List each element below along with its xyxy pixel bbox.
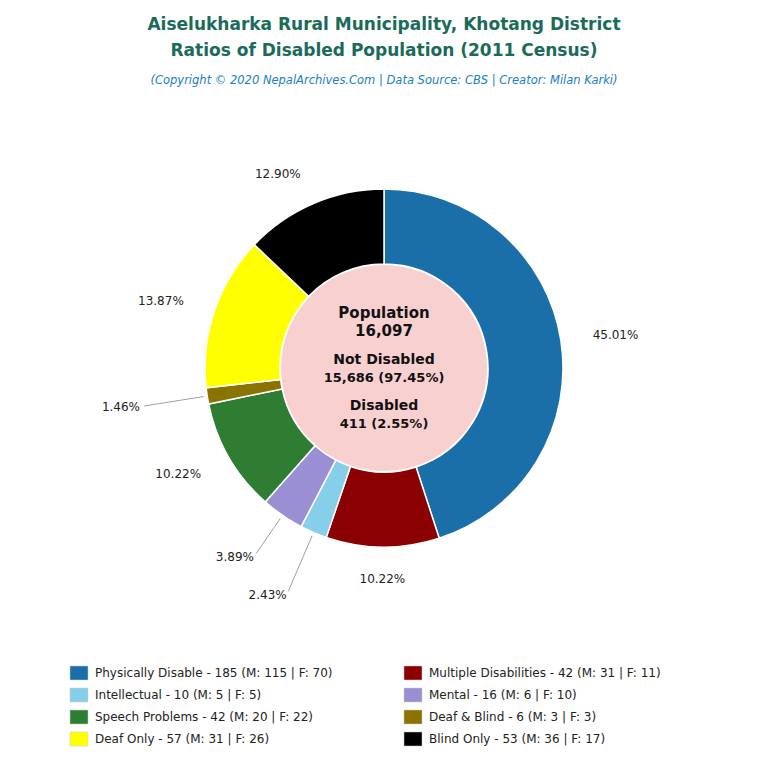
legend-swatch [404,688,422,702]
data-label: 10.22% [360,572,406,586]
data-label: 2.43% [249,588,287,602]
leader-line [144,397,204,406]
legend-swatch [70,666,88,680]
legend-entry: Intellectual - 10 (M: 5 | F: 5) [95,688,261,702]
leader-line [288,536,312,592]
legend-entry: Deaf & Blind - 6 (M: 3 | F: 3) [429,710,596,724]
legend-entry: Mental - 16 (M: 6 | F: 10) [429,688,577,702]
chart-root: Aiselukharka Rural Municipality, Khotang… [0,0,768,768]
data-label: 45.01% [593,328,639,342]
donut [205,189,563,547]
legend-swatch [404,666,422,680]
subtitle: (Copyright © 2020 NepalArchives.Com | Da… [150,73,617,87]
center-text: 15,686 (97.45%) [324,370,445,385]
title: Aiselukharka Rural Municipality, Khotang… [147,14,620,34]
data-label: 13.87% [138,294,184,308]
center-text: Not Disabled [333,351,434,367]
data-label: 10.22% [155,467,201,481]
center-text: Population [338,304,429,322]
data-label: 3.89% [216,550,254,564]
center-text: 411 (2.55%) [340,416,429,431]
legend: Physically Disable - 185 (M: 115 | F: 70… [70,666,661,746]
legend-entry: Physically Disable - 185 (M: 115 | F: 70… [95,666,333,680]
data-label: 12.90% [255,167,301,181]
legend-swatch [404,732,422,746]
legend-entry: Speech Problems - 42 (M: 20 | F: 22) [95,710,313,724]
center-text: 16,097 [355,322,413,340]
legend-entry: Multiple Disabilities - 42 (M: 31 | F: 1… [429,666,661,680]
legend-swatch [404,710,422,724]
legend-swatch [70,710,88,724]
title: Ratios of Disabled Population (2011 Cens… [171,40,598,60]
center-text: Disabled [350,397,419,413]
data-labels: 45.01% 10.22% 2.43% 3.89% 10.22% 1.46% 13.87% 1… [102,167,638,602]
data-label: 1.46% [102,400,140,414]
legend-entry: Blind Only - 53 (M: 36 | F: 17) [429,732,605,746]
legend-entry: Deaf Only - 57 (M: 31 | F: 26) [95,732,269,746]
leader-line [256,518,280,553]
legend-swatch [70,688,88,702]
center-circle [281,265,487,471]
legend-swatch [70,732,88,746]
background [0,0,768,768]
